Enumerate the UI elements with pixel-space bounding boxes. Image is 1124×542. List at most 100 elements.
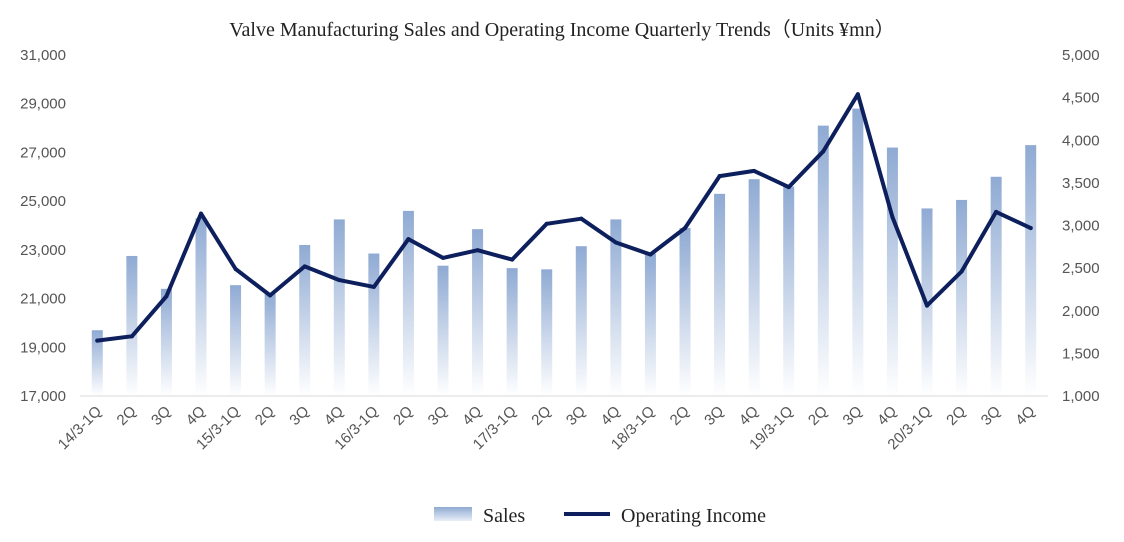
sales-bar [541,269,553,396]
right-tick-label: 4,500 [1062,90,1100,107]
sales-bar [506,268,518,396]
operating-income-point [683,226,687,231]
x-tick-label: 3Q [701,403,727,429]
operating-income-point [855,92,860,97]
left-tick-label: 25,000 [20,193,66,210]
sales-bar [195,218,207,396]
left-tick-label: 23,000 [20,242,66,259]
right-axis-ticks: 1,000 1,500 2,000 2,500 3,000 3,500 4,000 4,500… [1062,47,1100,405]
operating-income-point [199,211,203,216]
sales-bar [160,288,172,396]
left-tick-label: 17,000 [20,388,66,405]
operating-income-point [129,334,134,339]
operating-income-point [648,252,653,257]
operating-income-point [579,216,584,221]
operating-income-point [890,214,895,219]
left-tick-label: 29,000 [20,96,66,113]
operating-income-point [302,264,307,269]
sales-bar [644,253,656,396]
operating-income-point [475,248,480,253]
operating-income-point [233,266,238,271]
right-tick-label: 1,000 [1062,388,1100,405]
right-tick-label: 3,500 [1062,175,1100,192]
x-tick-label: 2Q [390,403,416,429]
x-tick-label: 4Q [321,403,347,429]
sales-bar [886,147,898,396]
operating-income-point [821,149,826,154]
operating-income-point [268,293,273,298]
operating-income-point [613,240,618,245]
x-tick-label: 3Q [286,403,312,429]
operating-income-point [371,284,376,289]
x-tick-label: 4Q [459,403,485,429]
x-tick-label: 2Q [667,403,693,429]
operating-income-point [544,221,549,226]
sales-bar [472,229,484,396]
right-tick-label: 1,500 [1062,345,1100,362]
right-tick-label: 2,000 [1062,303,1100,320]
right-tick-label: 3,000 [1062,218,1100,235]
x-tick-label: 2Q [528,403,554,429]
right-tick-label: 4,000 [1062,132,1100,149]
legend-sales-label: Sales [483,505,525,527]
sales-bar [714,193,726,396]
operating-income-point [717,174,722,179]
left-tick-label: 21,000 [20,291,66,308]
left-tick-label: 19,000 [20,339,66,356]
sales-bar [990,176,1002,396]
legend-operating-income-label: Operating Income [621,505,766,527]
x-tick-label: 14/3-1Q [55,403,105,453]
left-axis-ticks: 17,000 19,000 21,000 23,000 25,000 27,000 29,0… [20,47,66,405]
sales-bar [299,244,311,396]
legend-sales-swatch [434,507,472,521]
x-tick-label: 4Q [183,403,209,429]
operating-income-point [164,294,169,299]
sales-bar [852,108,864,396]
operating-income-point [406,237,411,242]
sales-bar [817,125,829,396]
operating-income-point [441,255,445,260]
operating-income-point [786,185,791,190]
sales-bars [91,108,1037,396]
x-tick-label: 2Q [252,403,278,429]
sales-bar [126,255,138,396]
sales-bar [956,199,968,396]
sales-bar [437,265,449,396]
operating-income-point [752,168,757,173]
x-tick-label: 2Q [943,403,969,429]
x-tick-label: 4Q [598,403,624,429]
chart-title: Valve Manufacturing Sales and Operating … [229,18,894,41]
sales-bar [264,293,276,396]
operating-income-point [510,257,515,262]
sales-bar [748,179,760,396]
left-tick-label: 27,000 [20,144,66,161]
x-tick-label: 3Q [563,403,589,429]
sales-bar [230,285,242,396]
x-tick-label: 3Q [148,403,174,429]
operating-income-point [994,209,999,214]
operating-income-point [1028,226,1033,231]
sales-bar [368,253,380,396]
left-tick-label: 31,000 [20,47,66,64]
x-tick-label: 2Q [805,403,831,429]
operating-income-line-layer [95,92,1033,343]
sales-bar [91,330,103,396]
operating-income-point [337,278,342,283]
x-tick-label: 3Q [425,403,451,429]
operating-income-point [959,269,964,274]
sales-bar [1025,145,1037,396]
legend: Sales Operating Income [434,505,766,527]
right-tick-label: 5,000 [1062,47,1100,64]
x-tick-label: 4Q [1012,403,1038,429]
sales-bar [575,246,587,396]
operating-income-point [95,338,100,343]
sales-bar [679,227,691,396]
x-tick-label: 4Q [736,403,762,429]
x-tick-label: 3Q [840,403,866,429]
sales-bar [402,210,414,396]
sales-bar [333,219,345,396]
sales-bar [610,219,622,396]
sales-bar [783,186,795,396]
